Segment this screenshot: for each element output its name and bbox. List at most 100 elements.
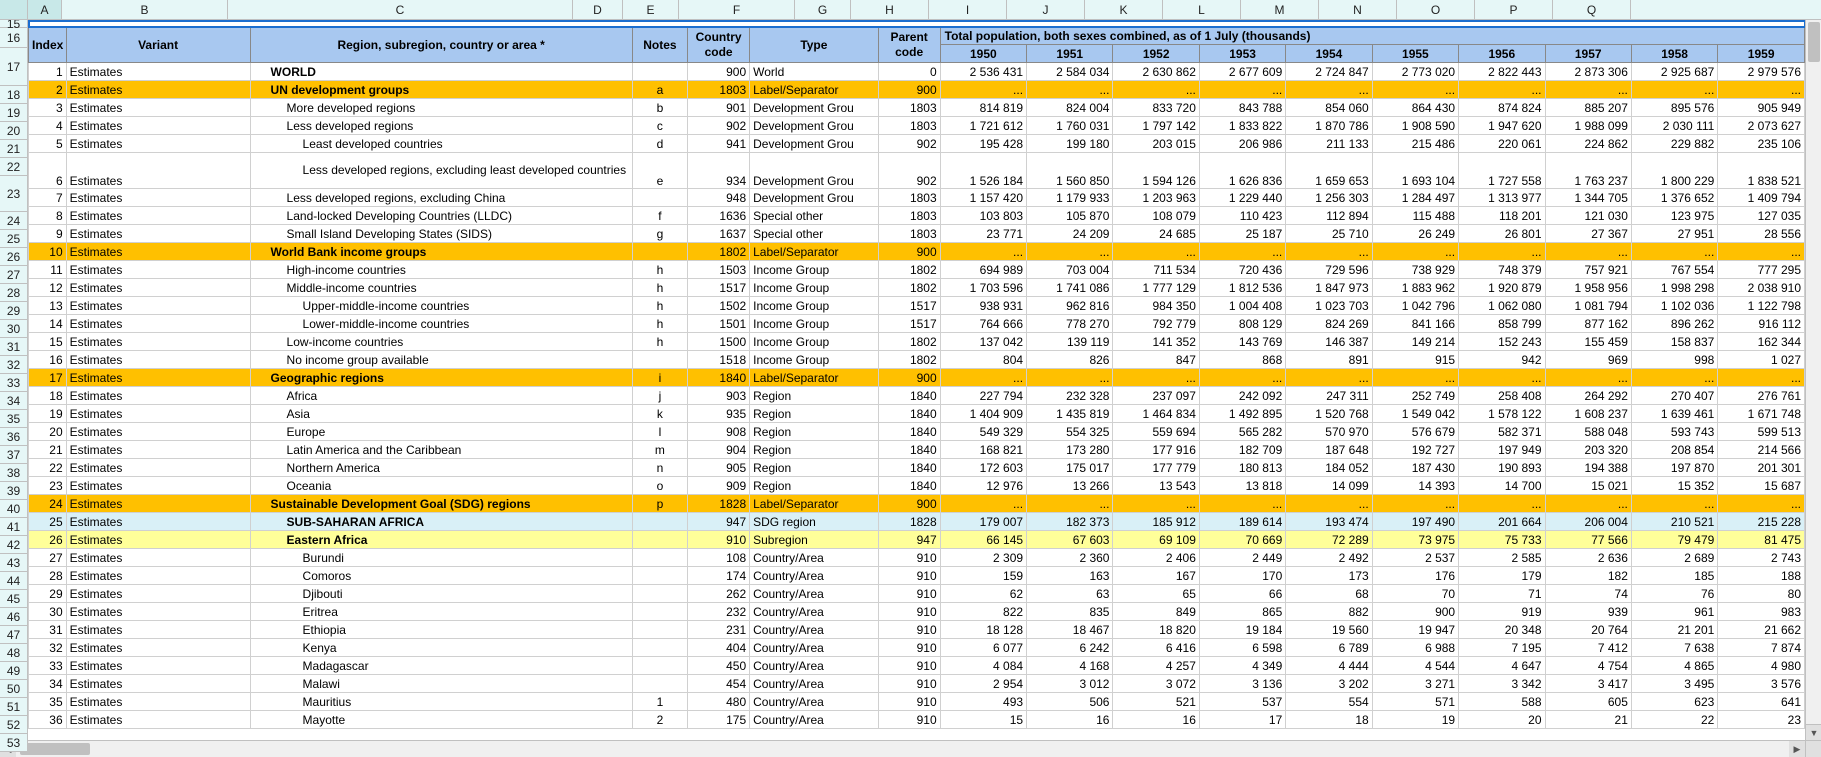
cell-ccode[interactable]: 1802	[688, 243, 750, 261]
cell-ccode[interactable]: 1517	[688, 279, 750, 297]
cell-type[interactable]: Label/Separator	[750, 81, 879, 99]
cell-pcode[interactable]: 1840	[878, 477, 940, 495]
cell-val-3[interactable]: 865	[1199, 603, 1285, 621]
cell-ccode[interactable]: 1502	[688, 297, 750, 315]
cell-ccode[interactable]: 1828	[688, 495, 750, 513]
cell-pcode[interactable]: 900	[878, 243, 940, 261]
row-header-46[interactable]: 46	[0, 608, 28, 626]
cell-val-9[interactable]: 983	[1718, 603, 1805, 621]
row-header-20[interactable]: 20	[0, 122, 28, 140]
hdr-variant[interactable]: Variant	[66, 27, 250, 63]
cell-val-3[interactable]: 1 833 822	[1199, 117, 1285, 135]
col-header-E[interactable]: E	[623, 0, 679, 19]
cell-val-6[interactable]: 75 733	[1459, 531, 1545, 549]
cell-variant[interactable]: Estimates	[66, 387, 250, 405]
cell-region[interactable]: Comoros	[250, 567, 632, 585]
cell-notes[interactable]	[632, 513, 687, 531]
cell-pcode[interactable]: 1802	[878, 351, 940, 369]
col-header-B[interactable]: B	[62, 0, 228, 19]
cell-ccode[interactable]: 935	[688, 405, 750, 423]
cell-region[interactable]: Madagascar	[250, 657, 632, 675]
cell-pcode[interactable]: 910	[878, 657, 940, 675]
cell-val-8[interactable]: 896 262	[1631, 315, 1717, 333]
cell-val-0[interactable]: 23 771	[940, 225, 1026, 243]
cell-index[interactable]: 23	[29, 477, 67, 495]
cell-val-4[interactable]: 193 474	[1286, 513, 1372, 531]
cell-val-6[interactable]: 179	[1459, 567, 1545, 585]
cell-variant[interactable]: Estimates	[66, 621, 250, 639]
cell-val-6[interactable]: 4 647	[1459, 657, 1545, 675]
cell-val-3[interactable]: 242 092	[1199, 387, 1285, 405]
cell-val-5[interactable]: 2 537	[1372, 549, 1458, 567]
cell-notes[interactable]	[632, 63, 687, 81]
col-header-D[interactable]: D	[573, 0, 623, 19]
cell-val-6[interactable]: 919	[1459, 603, 1545, 621]
cell-ccode[interactable]: 941	[688, 135, 750, 153]
cell-val-2[interactable]: 847	[1113, 351, 1199, 369]
cell-ccode[interactable]: 1803	[688, 81, 750, 99]
cell-type[interactable]: Income Group	[750, 297, 879, 315]
cell-type[interactable]: Income Group	[750, 261, 879, 279]
cell-val-6[interactable]: ...	[1459, 369, 1545, 387]
cell-val-4[interactable]: 146 387	[1286, 333, 1372, 351]
cell-val-2[interactable]: 833 720	[1113, 99, 1199, 117]
cell-val-8[interactable]: ...	[1631, 243, 1717, 261]
cell-val-0[interactable]: 18 128	[940, 621, 1026, 639]
cell-val-3[interactable]: 170	[1199, 567, 1285, 585]
row-header-52[interactable]: 52	[0, 716, 28, 734]
cell-val-9[interactable]: 2 743	[1718, 549, 1805, 567]
cell-variant[interactable]: Estimates	[66, 225, 250, 243]
cell-val-7[interactable]: 1 081 794	[1545, 297, 1631, 315]
cell-val-9[interactable]: 599 513	[1718, 423, 1805, 441]
cell-val-2[interactable]: 16	[1113, 711, 1199, 729]
cell-index[interactable]: 15	[29, 333, 67, 351]
cell-val-7[interactable]: ...	[1545, 243, 1631, 261]
cell-notes[interactable]	[632, 621, 687, 639]
cell-val-6[interactable]: 20	[1459, 711, 1545, 729]
cell-val-2[interactable]: 711 534	[1113, 261, 1199, 279]
cell-val-3[interactable]: 4 349	[1199, 657, 1285, 675]
cell-val-9[interactable]: 641	[1718, 693, 1805, 711]
cell-val-5[interactable]: 3 271	[1372, 675, 1458, 693]
cell-region[interactable]: Europe	[250, 423, 632, 441]
cell-val-9[interactable]: 23	[1718, 711, 1805, 729]
cell-type[interactable]: Region	[750, 477, 879, 495]
cell-val-5[interactable]: 70	[1372, 585, 1458, 603]
cell-val-7[interactable]: ...	[1545, 495, 1631, 513]
cell-notes[interactable]	[632, 675, 687, 693]
row-header-31[interactable]: 31	[0, 338, 28, 356]
cell-val-3[interactable]: 843 788	[1199, 99, 1285, 117]
cell-val-1[interactable]: 139 119	[1027, 333, 1113, 351]
cell-val-1[interactable]: 105 870	[1027, 207, 1113, 225]
row-header-37[interactable]: 37	[0, 446, 28, 464]
col-header-J[interactable]: J	[1007, 0, 1085, 19]
cell-region[interactable]: Asia	[250, 405, 632, 423]
cell-val-1[interactable]: 1 435 819	[1027, 405, 1113, 423]
cell-val-6[interactable]: 26 801	[1459, 225, 1545, 243]
cell-val-1[interactable]: 835	[1027, 603, 1113, 621]
cell-val-8[interactable]: 76	[1631, 585, 1717, 603]
cell-pcode[interactable]: 910	[878, 567, 940, 585]
cell-notes[interactable]: g	[632, 225, 687, 243]
cell-val-0[interactable]: 938 931	[940, 297, 1026, 315]
cell-val-0[interactable]: 137 042	[940, 333, 1026, 351]
cell-val-0[interactable]: 179 007	[940, 513, 1026, 531]
cell-val-9[interactable]: 214 566	[1718, 441, 1805, 459]
hdr-year-1954[interactable]: 1954	[1286, 45, 1372, 63]
hdr-year-1950[interactable]: 1950	[940, 45, 1026, 63]
cell-val-7[interactable]: 77 566	[1545, 531, 1631, 549]
cell-notes[interactable]: e	[632, 153, 687, 189]
cell-index[interactable]: 27	[29, 549, 67, 567]
cell-val-6[interactable]: 2 822 443	[1459, 63, 1545, 81]
grid-area[interactable]: Index Variant Region, subregion, country…	[28, 20, 1805, 740]
cell-val-8[interactable]: 895 576	[1631, 99, 1717, 117]
cell-val-2[interactable]: 177 779	[1113, 459, 1199, 477]
cell-variant[interactable]: Estimates	[66, 333, 250, 351]
cell-variant[interactable]: Estimates	[66, 351, 250, 369]
cell-val-0[interactable]: 2 536 431	[940, 63, 1026, 81]
cell-val-7[interactable]: 2 636	[1545, 549, 1631, 567]
cell-variant[interactable]: Estimates	[66, 405, 250, 423]
cell-notes[interactable]	[632, 549, 687, 567]
cell-val-5[interactable]: 915	[1372, 351, 1458, 369]
cell-val-5[interactable]: 215 486	[1372, 135, 1458, 153]
